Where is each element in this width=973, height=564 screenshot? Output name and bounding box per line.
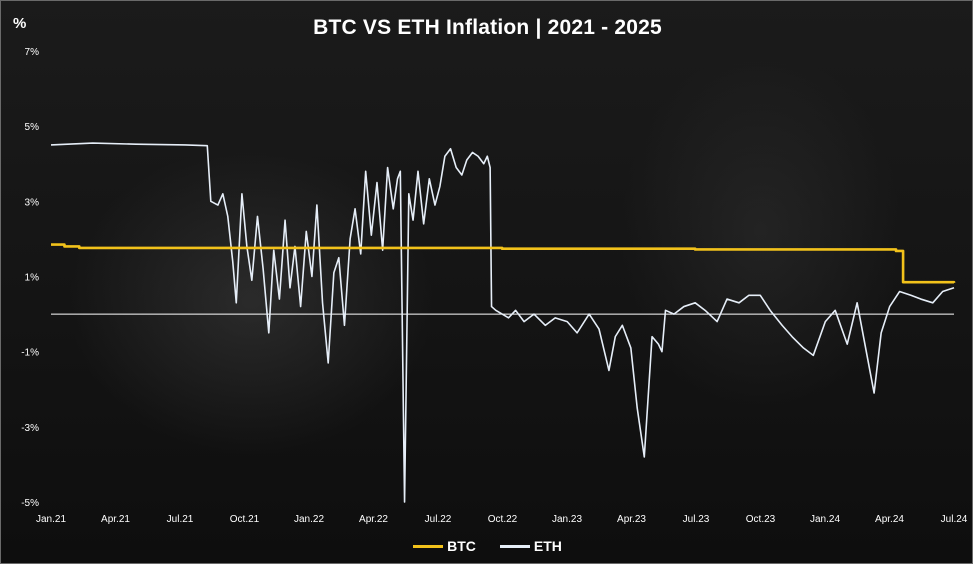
y-tick-label: -3% (21, 423, 39, 434)
series-line-btc (51, 243, 956, 284)
y-tick-label: -1% (21, 348, 39, 359)
y-tick-label: 1% (25, 273, 40, 284)
legend-swatch-eth (499, 544, 530, 548)
x-tick-label: Jul.23 (683, 514, 710, 525)
x-tick-label: Jul.21 (167, 514, 194, 525)
x-tick-label: Apr.23 (617, 514, 646, 525)
y-axis-ticks: 7% 5% 3% 1% -1% -3% -5% (21, 47, 39, 509)
legend-entry-eth: ETH (499, 538, 562, 554)
x-tick-label: Apr.24 (875, 514, 904, 525)
y-axis-unit-label: % (13, 15, 27, 32)
chart-title: BTC VS ETH Inflation | 2021 - 2025 (313, 16, 662, 39)
x-axis-ticks: Jan.21 Apr.21 Jul.21 Oct.21 Jan.22 Apr.22 Jul.… (36, 514, 968, 525)
x-tick-label: Jan.24 (810, 514, 840, 525)
y-tick-label: -5% (21, 498, 39, 509)
series-line-eth (50, 142, 955, 503)
x-tick-label: Apr.21 (101, 514, 130, 525)
x-tick-label: Jul.24 (941, 514, 968, 525)
x-tick-label: Jul.22 (425, 514, 452, 525)
y-tick-label: 7% (25, 47, 40, 58)
x-tick-label: Oct.22 (488, 514, 518, 525)
legend: BTC ETH (1, 538, 972, 554)
legend-label-eth: ETH (533, 538, 562, 554)
x-tick-label: Oct.23 (746, 514, 776, 525)
legend-swatch-btc (413, 544, 444, 548)
x-tick-label: Jan.22 (294, 514, 324, 525)
x-tick-label: Jan.23 (552, 514, 582, 525)
x-tick-label: Jan.21 (36, 514, 66, 525)
legend-label-btc: BTC (447, 538, 476, 554)
y-tick-label: 3% (25, 197, 40, 208)
x-tick-label: Oct.21 (230, 514, 260, 525)
legend-entry-btc: BTC (413, 538, 476, 554)
x-tick-label: Apr.22 (359, 514, 388, 525)
y-tick-label: 5% (25, 122, 40, 133)
